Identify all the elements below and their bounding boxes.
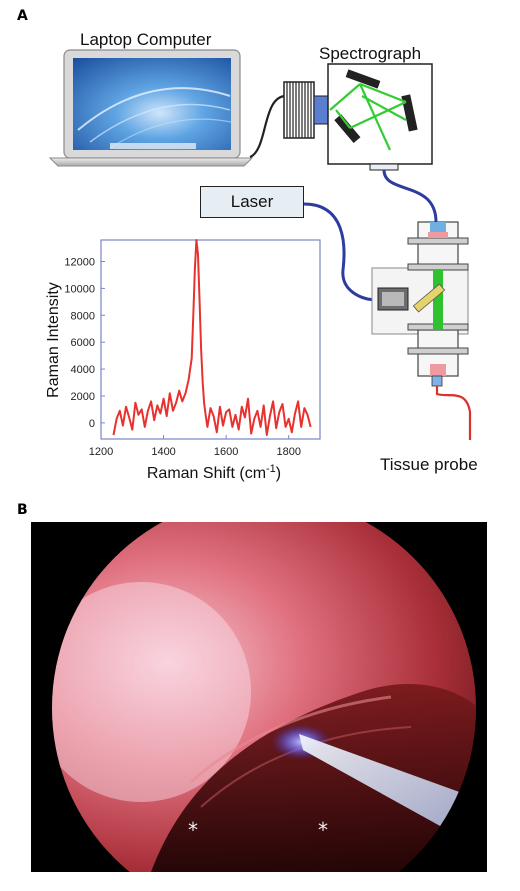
- laptop-cable: [249, 94, 287, 159]
- chart-x-axis-label: Raman Shift (cm-1): [147, 463, 281, 482]
- chart-y-tick-label: 4000: [71, 364, 95, 376]
- chart-y-tick-label: 12000: [64, 257, 95, 269]
- chart-x-tick-label: 1600: [214, 446, 238, 458]
- panel-b-letter: B: [17, 502, 28, 518]
- raman-spectrum-chart: 0 2000 4000 6000 8000 10000 12000 1200 1400 1600…: [45, 239, 321, 482]
- spectrograph-label: Spectrograph: [319, 44, 422, 63]
- chart-series-line: [112, 239, 312, 436]
- chart-y-axis-label: Raman Intensity: [45, 282, 62, 398]
- chart-y-tick-label: 8000: [71, 310, 95, 322]
- chart-x-tick-label: 1200: [89, 446, 113, 458]
- tissue-probe-label: Tissue probe: [380, 455, 478, 474]
- optical-fibers: [303, 169, 438, 302]
- ccd-detector-icon: [283, 81, 329, 139]
- system-diagram: 0 2000 4000 6000 8000 10000 12000 1200 1400 1600…: [45, 49, 472, 482]
- panel-a-letter: A: [17, 8, 28, 24]
- laser-label: Laser: [230, 192, 274, 211]
- laser-box: Laser: [200, 186, 304, 218]
- asterisk-marker-right: *: [318, 818, 328, 842]
- laptop-label: Laptop Computer: [80, 30, 212, 49]
- chart-y-tick-label: 10000: [64, 283, 95, 295]
- probe-assembly-icon: [371, 221, 469, 387]
- chart-y-tick-label: 6000: [71, 337, 95, 349]
- chart-x-tick-label: 1400: [151, 446, 175, 458]
- chart-x-tick-label: 1800: [276, 446, 300, 458]
- spectrograph-icon: [327, 63, 433, 171]
- tissue-probe-fiber: [435, 386, 472, 440]
- chart-y-tick-label: 2000: [71, 391, 95, 403]
- laptop-icon: [48, 49, 254, 167]
- asterisk-marker-left: *: [188, 818, 198, 842]
- endoscopic-image: * *: [31, 522, 487, 872]
- chart-y-tick-label: 0: [89, 418, 95, 430]
